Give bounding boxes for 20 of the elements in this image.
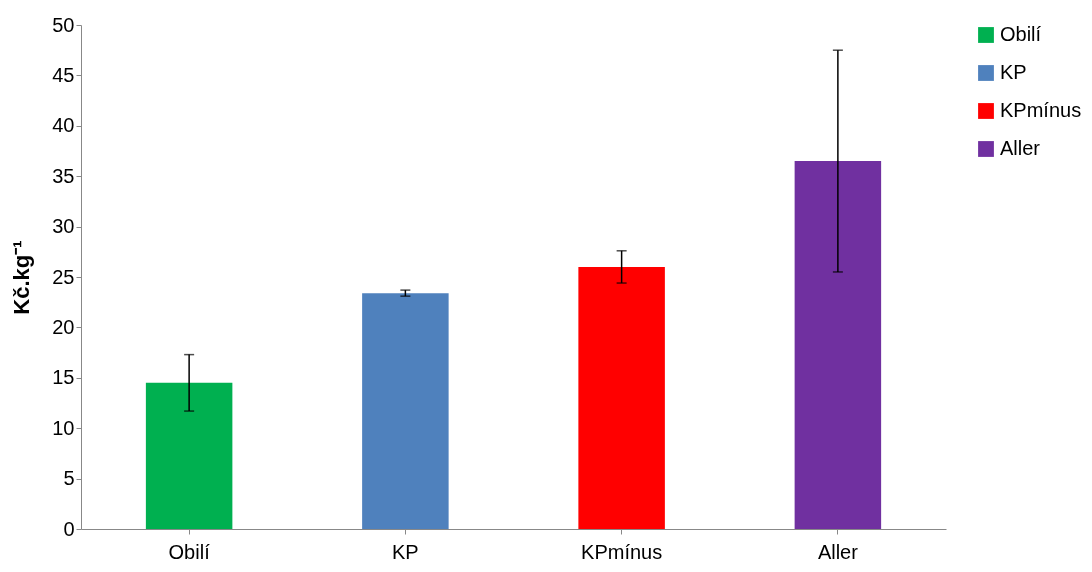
y-tick-label: 5 [63, 467, 75, 490]
y-tick-label: 45 [52, 63, 75, 86]
y-tick-label: 40 [52, 114, 75, 137]
y-tick-label: 35 [52, 164, 75, 187]
x-tick-label: Aller [817, 540, 859, 563]
y-tick-label: 25 [52, 265, 75, 288]
x-tick-label: KPmínus [581, 540, 663, 563]
y-axis-title: Kč.kg⁻¹ [9, 240, 35, 315]
y-tick-label: 0 [63, 517, 75, 540]
legend-label: KPmínus [1000, 99, 1082, 121]
x-tick-label: Obilí [168, 540, 211, 563]
y-tick-label: 10 [52, 416, 75, 439]
legend-label: Obilí [1000, 23, 1042, 45]
y-tick-label: 15 [52, 366, 75, 389]
y-tick-label: 50 [52, 13, 75, 36]
legend-label: KP [1000, 61, 1027, 83]
x-tick-label: KP [392, 540, 419, 563]
legend-label: Aller [1000, 137, 1041, 159]
y-tick-label: 30 [52, 215, 75, 238]
y-tick-label: 20 [52, 315, 75, 338]
